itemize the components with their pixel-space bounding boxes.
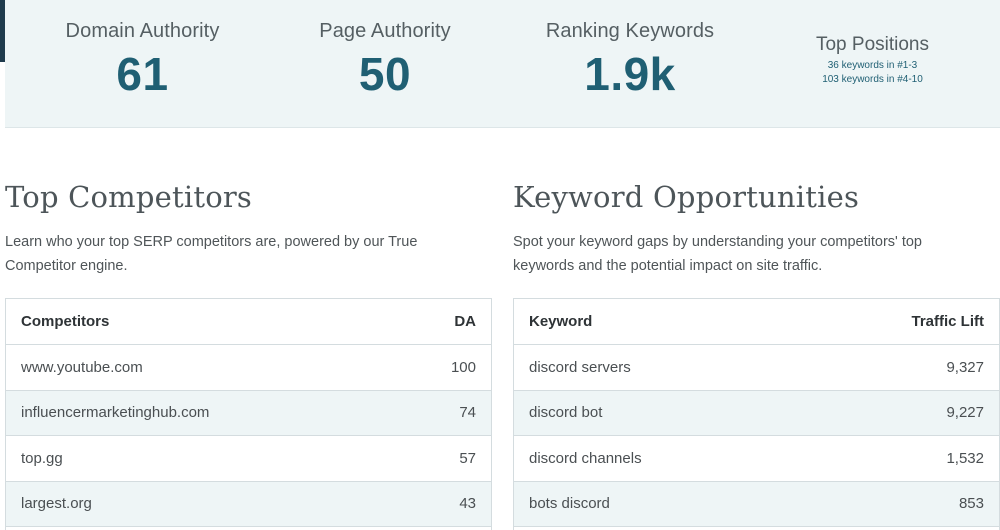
top-positions-metric: Top Positions 36 keywords in #1-3 103 ke…: [800, 34, 945, 87]
competitor-da: 100: [450, 358, 476, 376]
top-positions-line-2[interactable]: 103 keywords in #4-10: [822, 74, 923, 85]
metrics-panel: Domain Authority 61 Page Authority 50 Ra…: [5, 0, 1000, 128]
domain-authority-value: 61: [116, 48, 169, 100]
table-row: discord servers 9,327: [514, 345, 999, 391]
competitor-name[interactable]: influencermarketinghub.com: [21, 404, 210, 422]
competitor-name[interactable]: www.youtube.com: [21, 358, 143, 376]
competitor-da: 57: [459, 449, 476, 467]
competitors-column-header[interactable]: Competitors: [21, 313, 110, 330]
ranking-keywords-label: Ranking Keywords: [545, 20, 715, 42]
table-row: bots discord 853: [514, 481, 999, 527]
left-accent-bar: [0, 0, 5, 62]
top-competitors-title: Top Competitors: [5, 180, 252, 214]
keyword-name[interactable]: discord bot: [529, 404, 603, 422]
keyword-name[interactable]: bots discord: [529, 495, 610, 513]
keyword-opportunities-title: Keyword Opportunities: [513, 180, 860, 214]
keywords-table-header: Keyword Traffic Lift: [514, 299, 999, 345]
keyword-traffic-lift: 853: [958, 495, 984, 513]
top-positions-label: Top Positions: [815, 34, 929, 55]
page-authority-value: 50: [358, 48, 412, 100]
table-row: www.youtube.com 100: [6, 345, 491, 391]
keyword-traffic-lift: 9,327: [946, 358, 984, 376]
competitor-da: 43: [459, 495, 476, 513]
da-column-header[interactable]: DA: [454, 313, 476, 330]
competitors-table: Competitors DA www.youtube.com 100 influ…: [5, 298, 492, 530]
keyword-column-header[interactable]: Keyword: [529, 313, 593, 330]
top-competitors-description: Learn who your top SERP competitors are,…: [5, 234, 418, 274]
competitor-da: 74: [459, 404, 476, 422]
keyword-name[interactable]: discord servers: [529, 358, 631, 376]
domain-authority-label: Domain Authority: [65, 20, 220, 42]
ranking-keywords-metric: Ranking Keywords 1.9k: [540, 20, 720, 101]
table-row: influencermarketinghub.com 74: [6, 390, 491, 436]
table-row: discord bot 9,227: [514, 390, 999, 436]
competitor-name[interactable]: top.gg: [21, 449, 63, 467]
table-row: largest.org 43: [6, 481, 491, 527]
traffic-lift-column-header[interactable]: Traffic Lift: [911, 313, 984, 330]
keyword-traffic-lift: 1,532: [946, 449, 984, 467]
keyword-opportunities-description: Spot your keyword gaps by understanding …: [513, 234, 922, 274]
competitors-table-header: Competitors DA: [6, 299, 491, 345]
table-row: top.gg 57: [6, 436, 491, 482]
table-row: discord channels 1,532: [514, 436, 999, 482]
ranking-keywords-value: 1.9k: [584, 48, 676, 100]
competitor-name[interactable]: largest.org: [21, 495, 92, 513]
page-authority-label: Page Authority: [319, 20, 451, 42]
keyword-opportunities-section: Keyword Opportunities Spot your keyword …: [513, 180, 1000, 278]
keyword-opportunities-table: Keyword Traffic Lift discord servers 9,3…: [513, 298, 1000, 530]
keyword-name[interactable]: discord channels: [529, 449, 642, 467]
keyword-traffic-lift: 9,227: [946, 404, 984, 422]
page-authority-metric: Page Authority 50: [305, 20, 465, 101]
domain-authority-metric: Domain Authority 61: [55, 20, 230, 101]
top-competitors-section: Top Competitors Learn who your top SERP …: [5, 180, 495, 278]
top-positions-line-1[interactable]: 36 keywords in #1-3: [827, 60, 918, 71]
